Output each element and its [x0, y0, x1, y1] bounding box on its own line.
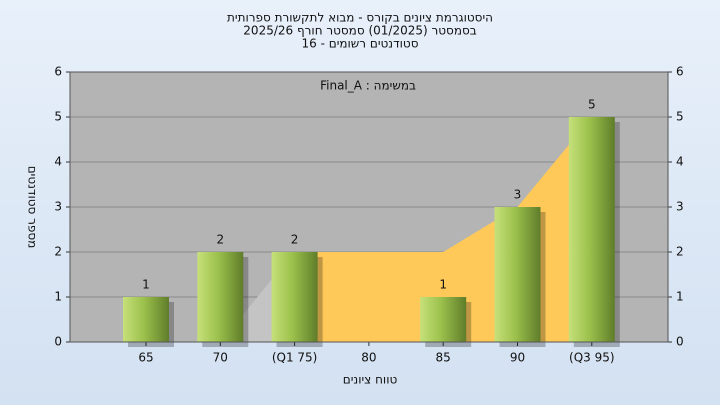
annotation: במשימה : Final_A: [320, 79, 416, 93]
y-tick-label: 6: [54, 65, 62, 79]
x-tick-label: (Q3 95): [569, 351, 615, 365]
y-tick-label: 5: [54, 110, 62, 124]
data-label: 3: [514, 188, 522, 202]
data-label: 5: [588, 98, 596, 112]
y-tick-label: 0: [54, 335, 62, 349]
x-tick-label: 80: [361, 351, 376, 365]
x-tick-label: 65: [138, 351, 153, 365]
y-tick-label: 3: [54, 200, 62, 214]
y-axis-label: מספר סטודנטים: [26, 166, 40, 249]
data-label: 2: [291, 233, 299, 247]
x-axis-label: טווח ציונים: [343, 373, 398, 387]
data-label: 1: [439, 278, 447, 292]
data-label: 1: [142, 278, 150, 292]
bar: [420, 297, 467, 342]
bar: [271, 252, 318, 342]
y-tick-label: 2: [54, 245, 62, 259]
bar: [123, 297, 169, 342]
bar: [197, 252, 244, 342]
chart-title: היסטוגרמת ציונים בקורס - מבוא לתקשורת ספ…: [227, 11, 493, 25]
y2-tick-label: 3: [676, 200, 684, 214]
y2-tick-label: 4: [676, 155, 684, 169]
y2-tick-label: 2: [676, 245, 684, 259]
y-tick-label: 1: [54, 290, 62, 304]
y2-tick-label: 0: [676, 335, 684, 349]
data-label: 2: [216, 233, 224, 247]
y-tick-label: 4: [54, 155, 62, 169]
x-tick-label: 85: [436, 351, 451, 365]
y2-tick-label: 1: [676, 290, 684, 304]
y2-tick-label: 6: [676, 65, 684, 79]
plot-border: [69, 71, 669, 343]
x-tick-label: 70: [213, 351, 228, 365]
chart-subtitle: בסמסטר (01/2025) סמסטר חורף 2025/26: [243, 24, 476, 38]
bar: [568, 117, 615, 342]
bar: [494, 207, 541, 342]
x-tick-label: 90: [510, 351, 525, 365]
x-tick-label: (Q1 75): [272, 351, 318, 365]
chart-subtitle: סטודנטים רשומים - 16: [301, 37, 418, 51]
annotation-box: [318, 76, 418, 94]
y2-tick-label: 5: [676, 110, 684, 124]
